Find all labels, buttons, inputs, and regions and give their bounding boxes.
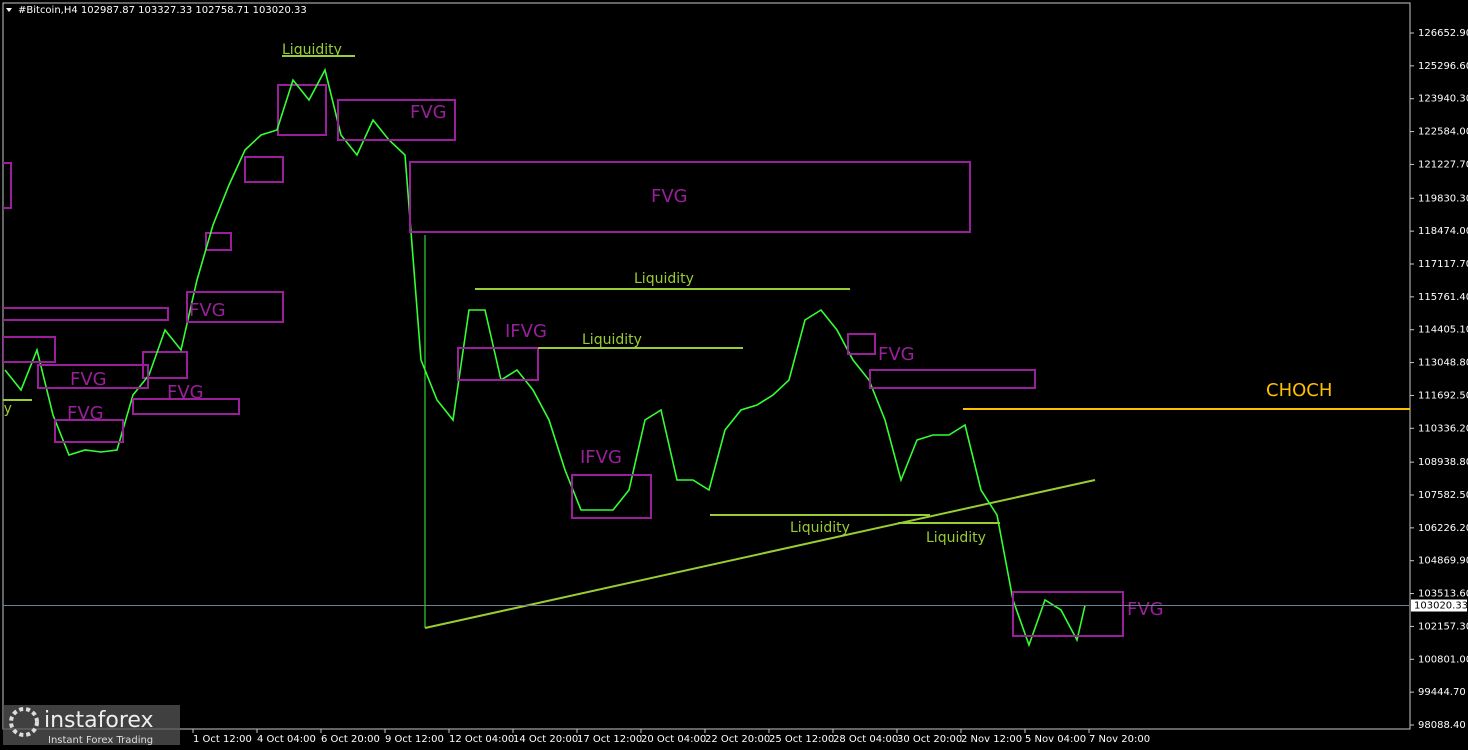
- zone-box: [3, 162, 12, 209]
- last-price-tag: [1411, 599, 1467, 612]
- annotation: Liquidity: [790, 520, 850, 536]
- zone-box: [205, 232, 232, 251]
- zone-box: [457, 347, 539, 381]
- menu-arrow: [6, 8, 12, 12]
- x-tick-label: 12 Oct 04:00: [449, 734, 514, 745]
- y-tick-label: 114405.10: [1418, 325, 1468, 336]
- x-tick-label: 5 Nov 04:00: [1025, 734, 1086, 745]
- y-tick-label: 107582.50: [1418, 490, 1468, 501]
- price-line: [4, 67, 1086, 648]
- y-tick-label: 98088.40: [1418, 720, 1466, 731]
- y-tick-label: 110336.20: [1418, 423, 1468, 434]
- y-tick-label: 126652.90: [1418, 28, 1468, 39]
- y-tick-label: 108938.80: [1418, 457, 1468, 468]
- annotation: Liquidity: [634, 271, 694, 287]
- x-tick-label: 30 Oct 20:00: [897, 734, 962, 745]
- zone-box: [132, 398, 240, 415]
- trend-line: [424, 479, 1096, 629]
- y-tick-label: 99444.70: [1418, 687, 1466, 698]
- y-tick-label: 121227.70: [1418, 159, 1468, 170]
- y-tick-label: 103513.60: [1418, 589, 1468, 600]
- annotation: FVG: [67, 403, 104, 424]
- x-tick-label: 1 Oct 12:00: [193, 734, 252, 745]
- y-tick-label: 115761.40: [1418, 292, 1468, 303]
- y-tick-label: 100801.00: [1418, 654, 1468, 665]
- annotation: FVG: [1127, 599, 1164, 620]
- y-tick-label: 104869.90: [1418, 556, 1468, 567]
- annotation: Liquidity: [0, 401, 12, 417]
- watermark-logo: [9, 707, 39, 737]
- y-tick-label: 123940.30: [1418, 94, 1468, 105]
- zone-box: [571, 474, 652, 519]
- annotation: Liquidity: [926, 530, 986, 546]
- x-tick-label: 14 Oct 20:00: [513, 734, 578, 745]
- chart-title: #Bitcoin,H4 102987.87 103327.33 102758.7…: [18, 5, 307, 16]
- y-tick-label: 122584.00: [1418, 127, 1468, 138]
- x-tick-label: 2 Nov 12:00: [961, 734, 1022, 745]
- x-tick-label: 7 Nov 20:00: [1089, 734, 1150, 745]
- plot-area: Liquidity FVG FVG Liquidity IFVG Liquidity FVG…: [0, 42, 1410, 648]
- zone-box: [277, 84, 327, 136]
- annotation: Liquidity: [582, 332, 642, 348]
- annotation: FVG: [651, 186, 688, 207]
- watermark: instaforex Instant Forex Trading: [3, 705, 180, 746]
- y-tick-label: 125296.60: [1418, 61, 1468, 72]
- zone-box: [37, 364, 149, 389]
- zone-box: [186, 291, 284, 323]
- watermark-brand: instaforex: [44, 708, 154, 733]
- zone-box: [3, 307, 169, 321]
- watermark-tagline: Instant Forex Trading: [48, 735, 153, 746]
- annotation: FVG: [878, 344, 915, 365]
- zone-box: [244, 156, 284, 183]
- annotation: CHOCH: [1266, 380, 1332, 401]
- annotation: Liquidity: [282, 42, 342, 58]
- zone-box: [337, 99, 456, 141]
- x-tick-label: 4 Oct 04:00: [257, 734, 316, 745]
- y-tick-label: 111692.50: [1418, 390, 1468, 401]
- annotation: FVG: [167, 382, 204, 403]
- annotation: FVG: [410, 102, 447, 123]
- y-tick-label: 102157.30: [1418, 621, 1468, 632]
- zone-box: [409, 161, 971, 233]
- annotation: FVG: [189, 300, 226, 321]
- x-tick-label: 25 Oct 12:00: [769, 734, 834, 745]
- annotation: FVG: [70, 369, 107, 390]
- x-tick-label: 20 Oct 04:00: [641, 734, 706, 745]
- x-tick-label: 6 Oct 20:00: [321, 734, 380, 745]
- x-tick-label: 9 Oct 12:00: [385, 734, 444, 745]
- annotation: IFVG: [580, 447, 622, 468]
- zone-box: [869, 369, 1036, 389]
- zone-box: [54, 419, 124, 443]
- x-tick-label: 28 Oct 04:00: [833, 734, 898, 745]
- y-tick-label: 106226.20: [1418, 523, 1468, 534]
- x-tick-label: 17 Oct 12:00: [577, 734, 642, 745]
- y-tick-label: 117117.70: [1418, 259, 1468, 270]
- y-tick-label: 118474.00: [1418, 226, 1468, 237]
- watermark-box: [3, 705, 180, 745]
- x-tick-label: 22 Oct 20:00: [705, 734, 770, 745]
- zone-box: [1012, 591, 1124, 637]
- plot-frame: [2, 2, 1411, 730]
- annotation: IFVG: [505, 321, 547, 342]
- zone-box: [3, 336, 56, 363]
- y-tick-label: 119830.30: [1418, 193, 1468, 204]
- y-tick-label: 113048.80: [1418, 358, 1468, 369]
- zone-box: [847, 333, 876, 355]
- last-price-label: 103020.33: [1414, 601, 1468, 612]
